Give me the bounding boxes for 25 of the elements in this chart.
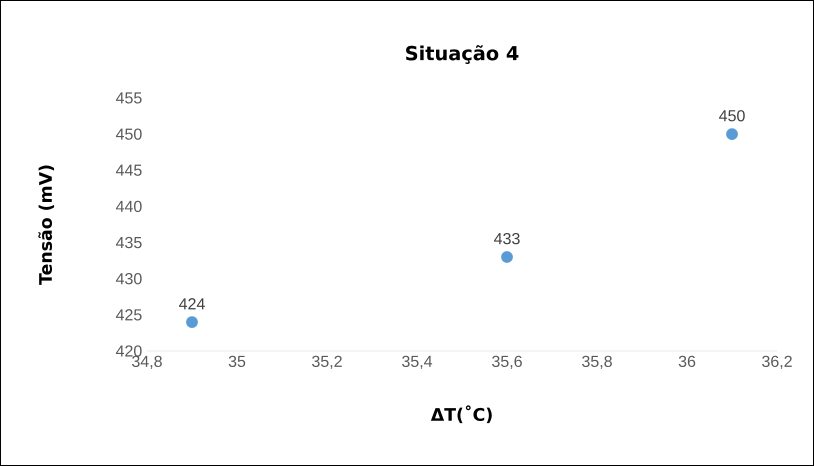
x-axis-title: ΔT(˚C) — [430, 405, 492, 424]
x-tick-label: 35,4 — [402, 356, 432, 369]
point — [186, 316, 198, 328]
data-label: 433 — [494, 232, 520, 244]
point — [501, 251, 513, 263]
y-tick-label: 430 — [116, 273, 142, 284]
y-tick-label: 455 — [116, 92, 142, 104]
y-tick-label: 440 — [116, 200, 142, 212]
chart-title: Situação 4 — [406, 45, 518, 64]
x-tick-label: 36 — [678, 356, 696, 368]
y-tick-label: 445 — [116, 164, 142, 176]
point — [726, 128, 738, 140]
x-tick-label: 35,2 — [312, 356, 342, 369]
x-tick-label: 35 — [228, 356, 246, 368]
x-tick-label: 34,8 — [132, 356, 162, 369]
y-tick-label: 425 — [116, 309, 142, 321]
x-tick-label: 36,2 — [762, 356, 792, 369]
y-tick-label: 435 — [116, 236, 142, 248]
y-axis-title: Tensão (mV) — [38, 166, 54, 285]
y-tick-label: 420 — [116, 345, 142, 357]
x-tick-label: 35,6 — [492, 356, 522, 369]
y-tick-label: 450 — [116, 128, 142, 140]
data-label: 424 — [179, 298, 205, 310]
x-tick-label: 35,8 — [582, 356, 612, 369]
data-label: 450 — [719, 110, 745, 122]
